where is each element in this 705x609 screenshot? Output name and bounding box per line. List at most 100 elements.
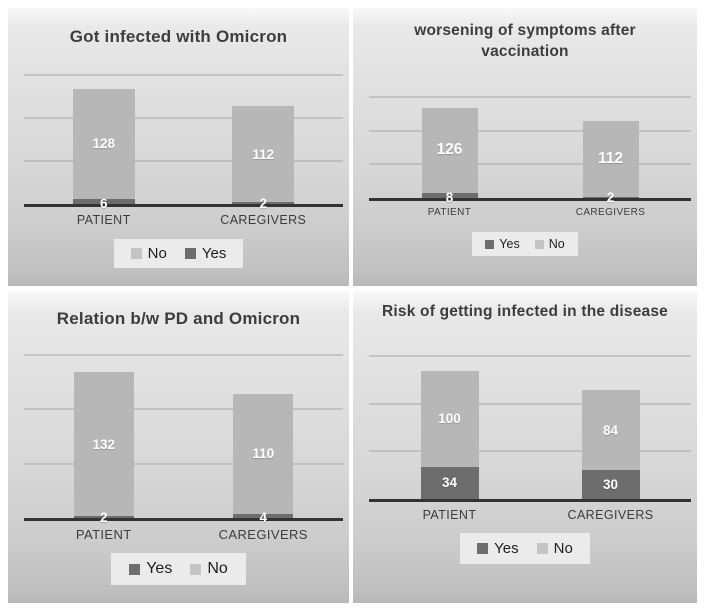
value-label: 2 [606,190,615,205]
gridline [369,163,691,165]
legend-item: No [536,540,573,557]
light-series-swatch-icon [190,563,202,575]
segment-yes [233,513,294,518]
stacked-bar-patient: 100 34 [420,356,479,499]
segment-yes: 30 [581,470,640,499]
chart-title: Risk of getting infected in the disease [382,303,668,320]
dark-series-swatch-icon [477,543,489,554]
x-axis-labels: PATIENT CAREGIVERS [24,213,343,227]
light-series-swatch-icon [130,248,142,259]
gridline [24,160,343,162]
gridline [369,96,691,98]
segment-yes: 34 [420,466,479,499]
light-series-swatch-icon [534,239,544,249]
legend-label: Yes [201,245,227,262]
segment-yes [582,196,639,198]
segment-yes [73,515,134,518]
segment-no: 128 [72,88,135,199]
stacked-bar-caregivers: 84 30 [581,356,640,499]
segment-no: 132 [73,372,134,516]
legend-wrap: Yes No [8,553,349,585]
value-label: 8 [445,190,454,205]
gridline [369,450,691,452]
legend-label: Yes [146,560,173,577]
gridline [369,403,691,405]
legend-label: Yes [494,540,519,557]
plot-area: 8 126 2 112 [369,96,691,205]
plot-area: 6 128 2 112 [24,74,344,211]
legend-item: Yes [477,540,519,557]
x-axis-label: CAREGIVERS [567,508,654,522]
bar-column: 84 30 [530,356,691,499]
legend: No Yes [113,239,244,268]
stacked-bar-caregivers: 2 112 [582,97,639,205]
bar-columns: 8 126 2 112 [369,97,691,205]
segment-no: 100 [420,371,479,467]
segment-yes [232,202,295,204]
legend-item: No [534,237,565,251]
x-axis-labels: PATIENT CAREGIVERS [369,508,691,522]
value-label: 112 [252,146,275,162]
segment-no: 126 [421,107,478,193]
chart-panel-pd-omicron-relation: Relation b/w PD and Omicron 2 132 4 110 PATIE… [8,291,349,603]
x-axis-labels: PATIENT CAREGIVERS [24,527,343,542]
value-label: 30 [602,477,619,493]
legend-label: No [147,245,167,262]
value-label: 112 [597,149,623,167]
value-label: 126 [436,141,463,159]
dark-series-swatch-icon [184,248,196,259]
value-label: 4 [259,510,267,525]
legend: Yes No [460,533,590,564]
legend-wrap: No Yes [8,239,349,268]
legend-label: No [553,540,573,557]
x-axis-label: PATIENT [422,508,477,522]
legend-item: No [130,245,167,262]
gridline [24,408,343,410]
stacked-bar-patient: 2 132 [73,355,134,525]
x-axis-label: CAREGIVERS [220,213,307,227]
dark-series-swatch-icon [129,563,141,575]
x-axis-label: PATIENT [75,527,132,542]
bar-column: 2 112 [530,97,691,205]
value-label: 2 [259,196,267,211]
bar-column: 4 110 [184,355,344,525]
plot-area: 100 34 84 30 [369,355,691,502]
legend: Yes No [111,553,246,585]
legend-item: Yes [129,560,172,578]
value-label: 84 [602,422,619,438]
bar-column: 100 34 [369,356,530,499]
bar-column: 2 112 [184,75,344,211]
legend-item: Yes [485,237,520,251]
bar-column: 8 126 [369,97,530,205]
x-axis-label: CAREGIVERS [575,207,646,218]
x-axis-label: PATIENT [427,207,472,218]
bar-columns: 100 34 84 30 [369,356,691,499]
gridline [24,117,343,119]
segment-yes [421,192,478,198]
stacked-bar-caregivers: 2 112 [232,75,295,211]
legend-label: No [207,560,228,577]
light-series-swatch-icon [536,543,548,554]
value-label: 110 [252,446,275,462]
legend-wrap: Yes No [353,533,697,564]
bar-column: 6 128 [24,75,184,211]
gridline [369,130,691,132]
legend-label: Yes [499,237,520,251]
segment-yes [72,198,135,204]
bar-column: 2 132 [24,355,184,525]
segment-no: 112 [582,121,639,197]
stacked-bar-caregivers: 4 110 [233,355,294,525]
gridline [24,354,343,356]
legend-item: Yes [184,245,227,262]
chart-panel-infection-risk: Risk of getting infected in the disease 1… [353,291,697,603]
stacked-bar-patient: 6 128 [72,75,135,211]
legend-label: No [548,237,565,251]
dark-series-swatch-icon [485,239,495,249]
chart-panel-symptom-worsening: worsening of symptoms after vaccination 8… [353,8,697,286]
segment-no: 110 [233,394,294,514]
bar-columns: 6 128 2 112 [24,75,344,211]
x-axis-label: PATIENT [76,213,131,227]
value-label: 2 [99,510,108,525]
value-label: 100 [438,411,461,427]
value-label: 128 [92,136,116,152]
